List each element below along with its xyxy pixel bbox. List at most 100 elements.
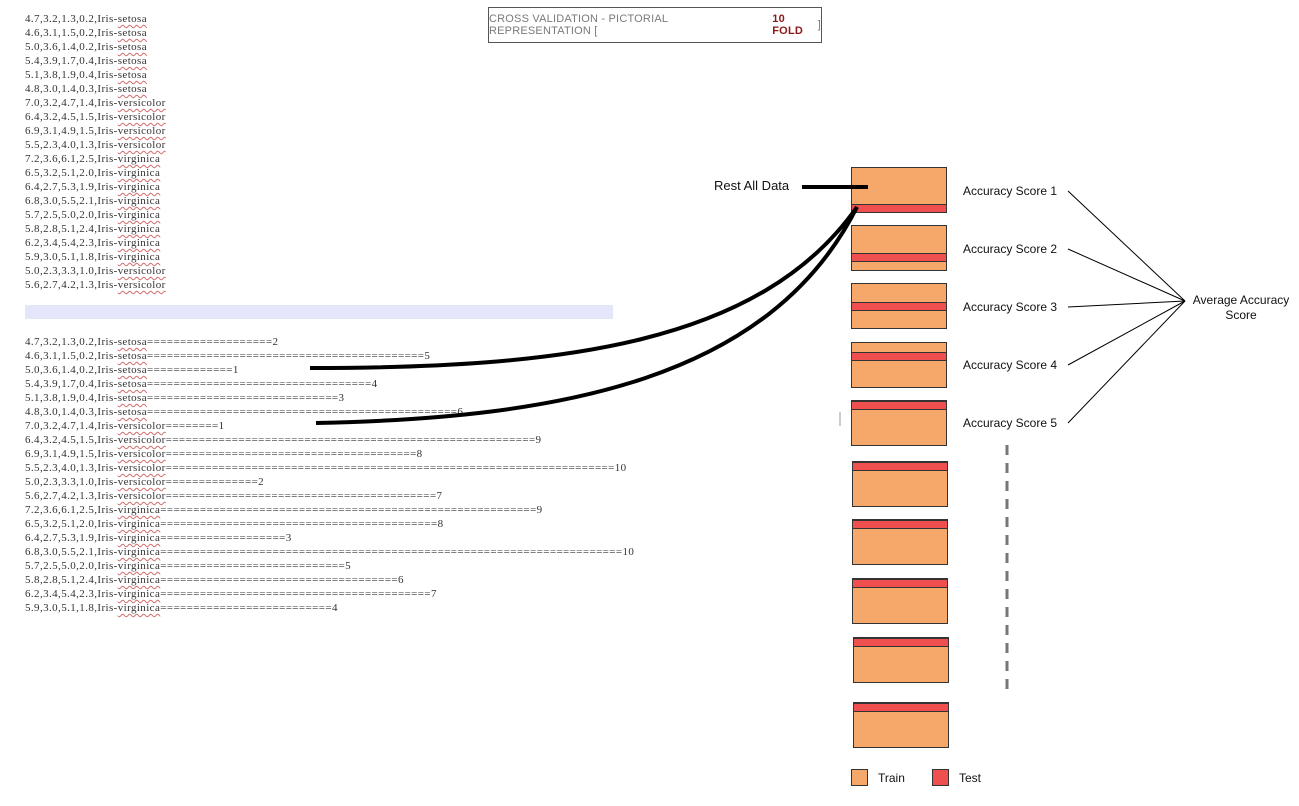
row-fold-bar: ========================================… bbox=[160, 546, 623, 558]
raw-dataset-list: 4.7,3.2,1.3,0.2,Iris-setosa 4.6,3.1,1.5,0… bbox=[25, 12, 166, 292]
row-values: 6.9,3.1,4.9,1.5,Iris- bbox=[25, 125, 118, 137]
assignment-row: 7.0,3.2,4.7,1.4,Iris-versicolor========1 bbox=[25, 419, 634, 433]
row-species: setosa bbox=[117, 392, 148, 404]
average-line-4 bbox=[1067, 300, 1186, 366]
row-species: versicolor bbox=[117, 434, 166, 446]
data-row: 4.8,3.0,1.4,0.3,Iris-setosa bbox=[25, 82, 166, 96]
data-row: 5.5,2.3,4.0,1.3,Iris-versicolor bbox=[25, 138, 166, 152]
row-species: setosa bbox=[117, 69, 148, 81]
row-fold-bar: ========================================… bbox=[160, 518, 438, 530]
average-line-3 bbox=[1067, 300, 1186, 308]
data-row: 5.7,2.5,5.0,2.0,Iris-virginica bbox=[25, 208, 166, 222]
row-values: 7.2,3.6,6.1,2.5,Iris- bbox=[25, 504, 118, 516]
accuracy-score-4: Accuracy Score 4 bbox=[963, 358, 1058, 372]
row-values: 5.4,3.9,1.7,0.4,Iris- bbox=[25, 378, 118, 390]
row-species: virginica bbox=[117, 181, 161, 193]
row-species: virginica bbox=[117, 251, 161, 263]
row-fold-bar: ============================= bbox=[147, 392, 339, 404]
row-species: virginica bbox=[117, 546, 161, 558]
row-values: 4.8,3.0,1.4,0.3,Iris- bbox=[25, 83, 118, 95]
row-fold-bar: ========================================… bbox=[165, 462, 615, 474]
title-prefix: CROSS VALIDATION - PICTORIAL REPRESENTAT… bbox=[489, 13, 668, 37]
row-values: 6.9,3.1,4.9,1.5,Iris- bbox=[25, 448, 118, 460]
data-row: 5.6,2.7,4.2,1.3,Iris-versicolor bbox=[25, 278, 166, 292]
row-fold-number: 9 bbox=[535, 434, 542, 446]
row-fold-bar: ============== bbox=[165, 476, 259, 488]
row-fold-number: 3 bbox=[338, 392, 345, 404]
row-species: versicolor bbox=[117, 462, 166, 474]
row-fold-bar: ====================================== bbox=[165, 448, 417, 460]
row-values: 5.1,3.8,1.9,0.4,Iris- bbox=[25, 392, 118, 404]
assignment-row: 4.8,3.0,1.4,0.3,Iris-setosa=============… bbox=[25, 405, 634, 419]
row-values: 5.8,2.8,5.1,2.4,Iris- bbox=[25, 574, 118, 586]
assignment-row: 4.6,3.1,1.5,0.2,Iris-setosa=============… bbox=[25, 349, 634, 363]
row-values: 6.8,3.0,5.5,2.1,Iris- bbox=[25, 195, 118, 207]
row-species: setosa bbox=[117, 83, 148, 95]
fold-box-5 bbox=[851, 400, 947, 446]
row-species: versicolor bbox=[117, 139, 166, 151]
average-line-2 bbox=[1067, 248, 1186, 302]
row-fold-number: 2 bbox=[272, 336, 279, 348]
data-row: 5.1,3.8,1.9,0.4,Iris-setosa bbox=[25, 68, 166, 82]
row-species: virginica bbox=[117, 237, 161, 249]
row-species: setosa bbox=[117, 350, 148, 362]
row-values: 7.2,3.6,6.1,2.5,Iris- bbox=[25, 153, 118, 165]
row-species: setosa bbox=[117, 364, 148, 376]
assignment-row: 5.9,3.0,5.1,1.8,Iris-virginica==========… bbox=[25, 601, 634, 615]
row-species: setosa bbox=[117, 13, 148, 25]
accuracy-score-1: Accuracy Score 1 bbox=[963, 184, 1058, 198]
diagram-title: CROSS VALIDATION - PICTORIAL REPRESENTAT… bbox=[488, 7, 822, 43]
legend-train: Train bbox=[851, 769, 905, 786]
row-fold-number: 5 bbox=[345, 560, 352, 572]
row-fold-bar: ============= bbox=[147, 364, 233, 376]
row-fold-bar: ========================================… bbox=[160, 504, 537, 516]
data-row: 4.6,3.1,1.5,0.2,Iris-setosa bbox=[25, 26, 166, 40]
row-values: 5.6,2.7,4.2,1.3,Iris- bbox=[25, 279, 118, 291]
test-segment bbox=[852, 401, 946, 410]
legend-train-label: Train bbox=[878, 770, 905, 785]
assignment-row: 6.4,3.2,4.5,1.5,Iris-versicolor=========… bbox=[25, 433, 634, 447]
row-values: 5.0,2.3,3.3,1.0,Iris- bbox=[25, 476, 118, 488]
row-fold-bar: ==================================== bbox=[160, 574, 398, 586]
fold-box-6 bbox=[852, 461, 948, 507]
row-values: 4.6,3.1,1.5,0.2,Iris- bbox=[25, 27, 118, 39]
test-segment bbox=[853, 462, 947, 471]
average-line-5 bbox=[1067, 300, 1186, 424]
row-values: 5.0,2.3,3.3,1.0,Iris- bbox=[25, 265, 118, 277]
row-species: virginica bbox=[117, 223, 161, 235]
fold-link-curve-1 bbox=[309, 205, 859, 370]
assignment-row: 5.7,2.5,5.0,2.0,Iris-virginica==========… bbox=[25, 559, 634, 573]
assignment-row: 5.0,3.6,1.4,0.2,Iris-setosa=============… bbox=[25, 363, 634, 377]
row-fold-number: 6 bbox=[397, 574, 404, 586]
fold-box-2 bbox=[851, 225, 947, 271]
row-species: virginica bbox=[117, 518, 161, 530]
legend-test-label: Test bbox=[959, 770, 982, 785]
row-fold-number: 10 bbox=[622, 546, 635, 558]
data-row: 5.0,2.3,3.3,1.0,Iris-versicolor bbox=[25, 264, 166, 278]
average-accuracy-label: Average Accuracy Score bbox=[1192, 293, 1290, 322]
test-segment bbox=[852, 204, 946, 213]
data-row: 6.4,3.2,4.5,1.5,Iris-versicolor bbox=[25, 110, 166, 124]
assignment-row: 5.6,2.7,4.2,1.3,Iris-versicolor=========… bbox=[25, 489, 634, 503]
row-fold-bar: ========================================… bbox=[147, 350, 425, 362]
row-species: versicolor bbox=[117, 476, 166, 488]
fold-assignment-list: 4.7,3.2,1.3,0.2,Iris-setosa=============… bbox=[25, 335, 634, 615]
row-species: setosa bbox=[117, 41, 148, 53]
row-values: 5.1,3.8,1.9,0.4,Iris- bbox=[25, 69, 118, 81]
row-values: 5.0,3.6,1.4,0.2,Iris- bbox=[25, 364, 118, 376]
row-species: versicolor bbox=[117, 490, 166, 502]
row-fold-number: 8 bbox=[437, 518, 444, 530]
accuracy-score-5: Accuracy Score 5 bbox=[963, 416, 1058, 430]
row-values: 5.7,2.5,5.0,2.0,Iris- bbox=[25, 560, 118, 572]
data-row: 5.9,3.0,5.1,1.8,Iris-virginica bbox=[25, 250, 166, 264]
test-segment bbox=[852, 352, 946, 361]
row-fold-number: 3 bbox=[285, 532, 292, 544]
row-values: 7.0,3.2,4.7,1.4,Iris- bbox=[25, 97, 118, 109]
row-species: setosa bbox=[117, 378, 148, 390]
legend-test: Test bbox=[932, 769, 981, 786]
assignment-row: 5.0,2.3,3.3,1.0,Iris-versicolor=========… bbox=[25, 475, 634, 489]
row-species: virginica bbox=[117, 602, 161, 614]
row-fold-number: 4 bbox=[331, 602, 338, 614]
title-highlight: 10 FOLD bbox=[772, 13, 804, 37]
